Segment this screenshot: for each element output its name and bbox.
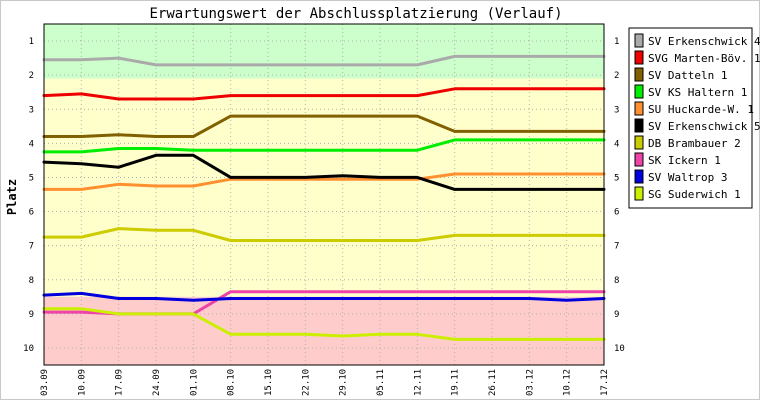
- legend-label-10: SG Suderwich 1: [648, 188, 741, 201]
- y-tick-label-left: 4: [29, 139, 34, 149]
- y-tick-label-left: 6: [29, 208, 34, 218]
- y-tick-label-right: 3: [614, 105, 619, 115]
- chart-title: Erwartungswert der Abschlussplatzierung …: [149, 6, 562, 22]
- legend: SV Erkenschwick 4 SVG Marten-Böv. 1 SV Dat…: [628, 27, 760, 209]
- x-tick-label: 15.10: [264, 369, 274, 396]
- x-tick-label: 17.09: [115, 369, 125, 396]
- legend-swatch-6: [634, 118, 644, 133]
- y-tick-label-right: 5: [614, 173, 619, 183]
- series-line-4: [42, 138, 606, 154]
- x-tick-label: 10.12: [563, 369, 573, 396]
- x-tick-label: 10.09: [77, 369, 87, 396]
- legend-swatch-4: [634, 84, 644, 99]
- x-tick-label: 03.12: [525, 369, 535, 396]
- legend-swatch-3: [634, 67, 644, 82]
- x-tick-label: 01.10: [189, 369, 199, 396]
- series-line-10: [42, 307, 606, 341]
- legend-swatch-5: [634, 101, 644, 116]
- y-tick-label-right: 1: [614, 37, 619, 47]
- x-tick-label: 26.11: [488, 369, 498, 396]
- y-tick-label-right: 2: [614, 71, 619, 81]
- series-line-1: [42, 54, 606, 67]
- legend-swatch-8: [634, 152, 644, 167]
- x-tick-labels: 03.09 10.09 17.09 24.09 01.10 08.10 15.10 22.10…: [40, 369, 610, 396]
- legend-swatch-7: [634, 135, 644, 150]
- y-tick-label-right: 10: [614, 344, 625, 354]
- legend-label-4: SV KS Haltern 1: [648, 86, 747, 99]
- y-tick-label-right: 7: [614, 242, 619, 252]
- x-tick-label: 29.10: [339, 369, 349, 396]
- y-tick-label-left: 8: [29, 276, 34, 286]
- y-tick-label-right: 9: [614, 310, 619, 320]
- legend-label-6: SV Erkenschwick 5: [648, 120, 760, 133]
- y-tick-label-left: 9: [29, 310, 34, 320]
- y-tick-label-left: 1: [29, 37, 34, 47]
- y-tick-labels-right: 1 2 3 4 5 6 7 8 9 10: [614, 37, 625, 354]
- y-tick-label-right: 6: [614, 208, 619, 218]
- y-tick-labels-left: 1 2 3 4 5 6 7 8 9 10: [23, 37, 34, 354]
- x-tick-label: 05.11: [376, 369, 386, 396]
- legend-label-2: SVG Marten-Böv. 1: [648, 52, 760, 65]
- y-tick-label-left: 7: [29, 242, 34, 252]
- legend-label-9: SV Waltrop 3: [648, 171, 727, 184]
- y-tick-label-left: 3: [29, 105, 34, 115]
- legend-label-3: SV Datteln 1: [648, 69, 727, 82]
- y-tick-label-right: 4: [614, 139, 619, 149]
- legend-label-8: SK Ickern 1: [648, 154, 721, 167]
- x-tick-label: 17.12: [600, 369, 610, 396]
- x-tick-label: 22.10: [301, 369, 311, 396]
- legend-label-7: DB Brambauer 2: [648, 137, 741, 150]
- x-tick-label: 19.11: [451, 369, 461, 396]
- x-tick-label: 12.11: [413, 369, 423, 396]
- series-line-6: [42, 153, 606, 191]
- legend-box: [628, 27, 753, 209]
- y-axis-label: Platz: [5, 179, 19, 215]
- zone-band-2: [44, 78, 604, 297]
- plot-border: [43, 23, 605, 366]
- series-line-2: [42, 87, 606, 101]
- y-tick-label-left: 2: [29, 71, 34, 81]
- legend-swatch-1: [634, 33, 644, 48]
- x-tick-label: 03.09: [40, 369, 50, 396]
- y-tick-label-left: 10: [23, 344, 34, 354]
- legend-swatch-2: [634, 50, 644, 65]
- plot-series: [42, 54, 606, 341]
- legend-swatch-9: [634, 169, 644, 184]
- legend-swatch-10: [634, 186, 644, 201]
- legend-label-5: SU Huckarde-W. 1: [648, 103, 754, 116]
- series-line-3: [42, 114, 606, 138]
- x-tick-label: 24.09: [152, 369, 162, 396]
- y-tick-label-left: 5: [29, 173, 34, 183]
- legend-label-1: SV Erkenschwick 4: [648, 35, 760, 48]
- zone-band-3: [44, 296, 604, 365]
- y-tick-label-right: 8: [614, 276, 619, 286]
- series-line-9: [42, 291, 606, 302]
- series-line-7: [42, 227, 606, 242]
- series-line-5: [42, 172, 606, 191]
- zone-band-1: [44, 24, 604, 79]
- x-tick-label: 08.10: [227, 369, 237, 396]
